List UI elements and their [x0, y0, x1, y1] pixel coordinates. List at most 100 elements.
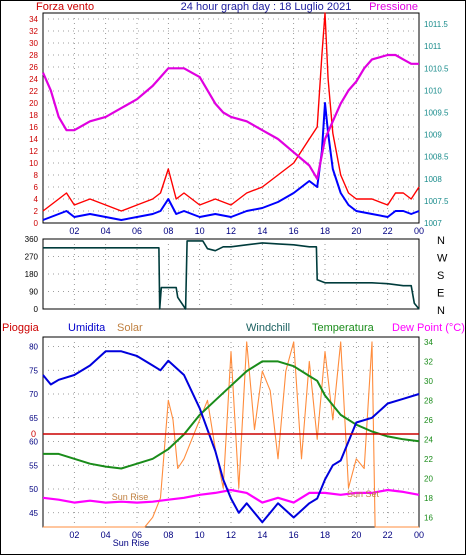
- chart-title: 24 hour graph day : 18 Luglio 2021: [181, 1, 352, 13]
- wind-x-tick: 02: [69, 226, 79, 236]
- wind-x-tick: 10: [195, 226, 205, 236]
- wind-y-tick: 12: [29, 147, 38, 156]
- humidity-x-tick: 08: [163, 530, 173, 540]
- pressure-axis-title: Pressione: [369, 1, 418, 13]
- legend-humidity: Umidita: [68, 322, 106, 334]
- humidity-y-tick: 45: [29, 509, 38, 518]
- humidity-x-tick: 16: [289, 530, 299, 540]
- humidity-x-tick: 18: [320, 530, 330, 540]
- pressure-y-tick: 1011.5: [424, 20, 448, 29]
- wind-x-tick: 06: [132, 226, 142, 236]
- temperature-y-tick: 20: [424, 474, 433, 483]
- humidity-x-tick: 22: [383, 530, 393, 540]
- legend-solar: Solar: [117, 322, 143, 334]
- pressure-y-tick: 1007: [424, 219, 442, 228]
- temperature-y-tick: 18: [424, 494, 433, 503]
- wind-y-tick: 6: [34, 183, 39, 192]
- humidity-x-tick: 20: [351, 530, 361, 540]
- wind-y-tick: 24: [29, 75, 38, 84]
- compass-label: N: [437, 305, 445, 317]
- wind-x-tick: 20: [351, 226, 361, 236]
- panel-wind-pressure: 02 4 6 8 10 12 14 16 18 20 22 24 26 28 30 32 34 1007 1007…: [29, 12, 449, 236]
- wind-y-tick: 4: [34, 195, 39, 204]
- pressure-y-tick: 1008: [424, 175, 442, 184]
- wind-y-tick: 16: [29, 123, 38, 132]
- humidity-y-tick: 55: [29, 461, 38, 470]
- legend-temperature: Temperatura: [312, 322, 375, 334]
- pressure-y-tick: 1009.5: [424, 108, 449, 117]
- wind-x-tick: 14: [257, 226, 267, 236]
- humidity-x-tick: 00: [414, 530, 424, 540]
- sun-set-annotation: Sun Set: [347, 489, 380, 499]
- wind-y-tick: 34: [29, 15, 38, 24]
- temperature-line: [43, 360, 420, 470]
- wind-y-tick: 28: [29, 51, 38, 60]
- humidity-x-tick: 14: [257, 530, 267, 540]
- humidity-y-tick: 75: [29, 366, 38, 375]
- wind-average-line: [42, 102, 420, 221]
- direction-y-tick: 270: [25, 253, 39, 262]
- humidity-y-tick: 50: [29, 485, 38, 494]
- wind-y-tick: 18: [29, 111, 38, 120]
- wind-y-tick: 8: [34, 171, 39, 180]
- compass-label: W: [437, 253, 448, 265]
- solar-line: [43, 341, 419, 528]
- wind-x-tick: 22: [383, 226, 393, 236]
- wind-y-tick: 2: [34, 207, 39, 216]
- pressure-y-tick: 1008.5: [424, 153, 449, 162]
- sun-rise-annotation: Sun Rise: [112, 492, 149, 502]
- wind-x-tick: 16: [289, 226, 299, 236]
- pressure-y-tick: 1009: [424, 131, 442, 140]
- temperature-y-tick: 30: [424, 377, 433, 386]
- wind-y-tick: 30: [29, 39, 38, 48]
- pressure-line: [41, 53, 419, 180]
- pressure-y-tick: 1007.5: [424, 197, 449, 206]
- humidity-x-tick: 02: [69, 530, 79, 540]
- legend-dew-point: Dew Point (°C): [392, 322, 465, 334]
- temperature-y-tick: 32: [424, 357, 433, 366]
- temperature-y-tick: 16: [424, 513, 433, 522]
- dew-point-line: [42, 488, 420, 504]
- humidity-x-tick: 06: [132, 530, 142, 540]
- humidity-x-tick: 10: [195, 530, 205, 540]
- humidity-line: [42, 350, 420, 524]
- humidity-y-tick: 70: [29, 390, 38, 399]
- wind-x-tick: 08: [163, 226, 173, 236]
- humidity-x-tick: 12: [226, 530, 236, 540]
- pressure-y-tick: 1010: [424, 86, 442, 95]
- temperature-y-tick: 28: [424, 396, 433, 405]
- humidity-y-tick: 60: [29, 438, 38, 447]
- direction-y-tick: 360: [25, 235, 39, 244]
- wind-y-tick: 14: [29, 135, 38, 144]
- temperature-y-tick: 22: [424, 455, 433, 464]
- wind-y-tick: 26: [29, 63, 38, 72]
- compass-label: E: [437, 288, 444, 300]
- wind-x-tick: 04: [101, 226, 111, 236]
- pressure-y-tick: 1011: [424, 42, 442, 51]
- wind-gust-line: [42, 12, 420, 212]
- direction-y-tick: 90: [29, 288, 38, 297]
- wind-y-tick: 10: [29, 159, 38, 168]
- wind-y-tick: 32: [29, 27, 38, 36]
- humidity-x-tick: 04: [101, 530, 111, 540]
- legend-rain: Pioggia: [2, 322, 40, 334]
- temperature-y-tick: 26: [424, 416, 433, 425]
- wind-x-tick: 00: [414, 226, 424, 236]
- rain-zero-label: 0: [31, 429, 36, 439]
- legend-windchill: Windchill: [246, 322, 290, 334]
- temperature-y-tick: 24: [424, 435, 433, 444]
- humidity-y-tick: 65: [29, 414, 38, 423]
- wind-axis-title: Forza vento: [36, 1, 94, 13]
- compass-label: N: [437, 235, 445, 247]
- wind-y-tick: 22: [29, 87, 38, 96]
- direction-y-tick: 180: [25, 270, 39, 279]
- humidity-y-tick: 80: [29, 343, 38, 352]
- sun-rise-axis-label: Sun Rise: [113, 538, 150, 548]
- temperature-y-tick: 34: [424, 338, 433, 347]
- wind-x-tick: 18: [320, 226, 330, 236]
- compass-label: S: [437, 270, 444, 282]
- wind-direction-line: [43, 240, 420, 310]
